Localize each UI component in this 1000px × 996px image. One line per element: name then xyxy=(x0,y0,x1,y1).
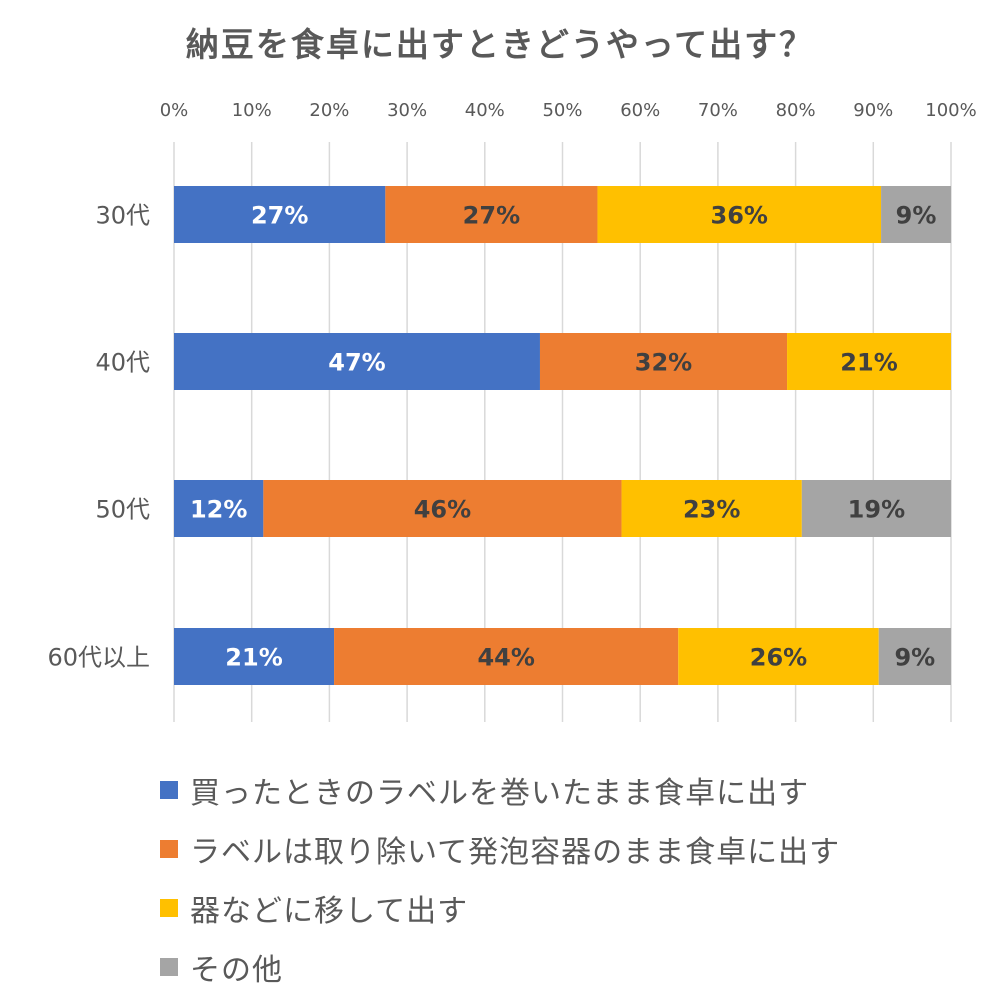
x-tick-label: 90% xyxy=(853,100,893,121)
data-label: 27% xyxy=(463,202,520,230)
data-label: 23% xyxy=(683,496,740,524)
x-tick-label: 70% xyxy=(698,100,738,121)
legend-label: ラベルは取り除いて発泡容器のまま食卓に出す xyxy=(190,834,841,870)
category-label: 40代 xyxy=(95,349,150,377)
x-axis-ticks: 0% 10% 20% 30% 40% 50% 60% 70% 80% 90% 100% xyxy=(160,100,977,121)
data-label: 19% xyxy=(848,496,905,524)
legend-swatch xyxy=(160,780,178,799)
legend-swatch xyxy=(160,957,178,976)
legend-label: 買ったときのラベルを巻いたまま食卓に出す xyxy=(190,775,810,811)
legend-item: 器などに移して出す xyxy=(160,878,840,937)
x-tick-label: 30% xyxy=(387,100,427,121)
data-labels: 27% 27% 36% 9% 47% 32% 21% 12% 46% 23% 19% 21% 44% 26… xyxy=(190,202,936,672)
legend: 買ったときのラベルを巻いたまま食卓に出す ラベルは取り除いて発泡容器のまま食卓に出… xyxy=(160,760,840,996)
bar-segment xyxy=(787,333,951,390)
x-tick-label: 40% xyxy=(465,100,505,121)
bar-segment xyxy=(801,480,951,537)
bar-segment xyxy=(334,628,679,685)
data-label: 21% xyxy=(225,644,282,672)
legend-item: 買ったときのラベルを巻いたまま食卓に出す xyxy=(160,760,840,819)
bar-segment xyxy=(385,186,598,243)
x-tick-label: 0% xyxy=(160,100,189,121)
data-label: 46% xyxy=(414,496,471,524)
category-label: 60代以上 xyxy=(47,644,150,672)
category-label: 30代 xyxy=(95,202,150,230)
category-labels: 30代 40代 50代 60代以上 xyxy=(47,202,150,672)
legend-label: 器などに移して出す xyxy=(190,893,469,929)
data-label: 21% xyxy=(840,349,897,377)
data-label: 26% xyxy=(750,644,807,672)
data-label: 9% xyxy=(894,644,935,672)
data-label: 27% xyxy=(251,202,308,230)
data-label: 47% xyxy=(328,349,385,377)
data-label: 36% xyxy=(711,202,768,230)
x-tick-label: 100% xyxy=(925,100,976,121)
bar-segment xyxy=(881,186,951,243)
bar-segment xyxy=(621,480,802,537)
legend-label: その他 xyxy=(190,952,283,988)
bar-segment xyxy=(678,628,879,685)
legend-swatch xyxy=(160,839,178,858)
bar-segment xyxy=(174,480,264,537)
x-tick-label: 60% xyxy=(620,100,660,121)
legend-item: ラベルは取り除いて発泡容器のまま食卓に出す xyxy=(160,819,840,878)
x-tick-label: 50% xyxy=(542,100,582,121)
x-tick-label: 80% xyxy=(776,100,816,121)
bar-segment xyxy=(174,333,540,390)
bar-segment xyxy=(174,628,335,685)
x-tick-label: 20% xyxy=(309,100,349,121)
bar-segment xyxy=(263,480,622,537)
x-tick-label: 10% xyxy=(232,100,272,121)
chart-title: 納豆を食卓に出すときどうやって出す？ xyxy=(185,25,815,64)
data-label: 44% xyxy=(477,644,534,672)
bars xyxy=(174,186,951,685)
legend-item: その他 xyxy=(160,937,840,996)
category-label: 50代 xyxy=(95,496,150,524)
legend-swatch xyxy=(160,898,178,917)
bar-segment xyxy=(539,333,788,390)
data-label: 9% xyxy=(896,202,937,230)
data-label: 32% xyxy=(635,349,692,377)
bar-segment xyxy=(878,628,951,685)
bar-segment xyxy=(597,186,882,243)
bar-segment xyxy=(174,186,386,243)
data-label: 12% xyxy=(190,496,247,524)
